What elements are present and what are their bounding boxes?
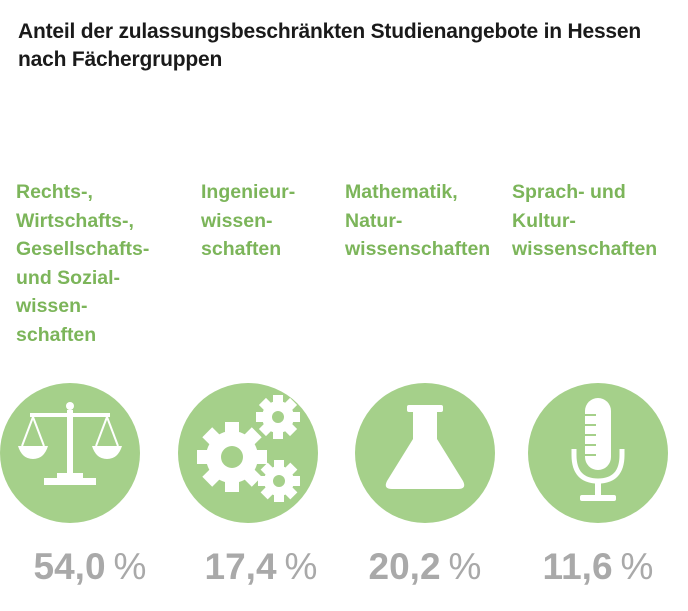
group-label-line: Kultur- (512, 209, 576, 232)
value-unit: % (448, 546, 482, 587)
group-label: Sprach- und Kultur- wissenschaften (512, 178, 657, 264)
group-label: Mathematik, Natur- wissenschaften (345, 178, 490, 264)
group-label-line: wissenschaften (512, 238, 658, 260)
value-unit: % (113, 546, 147, 587)
scales-icon-circle (0, 383, 140, 523)
group-label-line: wissen- (201, 209, 273, 232)
value-number: 54,0 (33, 546, 106, 587)
microphone-icon-circle (528, 383, 668, 523)
group-label-line: wissenschaften (345, 238, 491, 260)
group-label-line: Ingenieur- (201, 181, 296, 203)
chart-title: Anteil der zulassungsbeschränkten Studie… (18, 18, 678, 74)
value-number: 11,6 (542, 546, 613, 587)
group-label-line: Sprach- und (512, 181, 626, 203)
group-label-line: Mathematik, (345, 181, 458, 203)
group-label-line: Rechts-, (16, 181, 93, 203)
group-value: 20,2% (335, 545, 515, 589)
value-unit: % (620, 546, 654, 587)
group-value: 11,6% (508, 545, 688, 589)
chart-title-line-2: nach Fächergruppen (18, 48, 223, 71)
group-label-line: wissen- (16, 295, 88, 317)
group-label-line: Gesellschafts- (16, 238, 150, 260)
gears-icon-circle (178, 383, 318, 523)
group-label-line: und Sozial- (16, 266, 120, 289)
group-label-line: schaften (16, 323, 97, 346)
group-label-line: Wirtschafts-, (16, 209, 134, 232)
group-value: 17,4% (171, 545, 351, 589)
scales-icon (18, 402, 122, 485)
microphone-icon (571, 398, 625, 501)
group-label-line: Natur- (345, 209, 403, 232)
value-number: 20,2 (368, 546, 441, 587)
chart-title-line-1: Anteil der zulassungsbeschränkten Studie… (18, 20, 642, 43)
value-number: 17,4 (204, 546, 277, 587)
gears-icon (197, 395, 300, 502)
flask-icon (385, 405, 465, 489)
value-unit: % (284, 546, 318, 587)
group-label-line: schaften (201, 238, 282, 260)
group-label: Rechts-, Wirtschafts-, Gesellschafts- un… (16, 178, 149, 349)
group-label: Ingenieur- wissen- schaften (201, 178, 295, 264)
flask-icon-circle (355, 383, 495, 523)
group-value: 54,0% (0, 545, 180, 589)
